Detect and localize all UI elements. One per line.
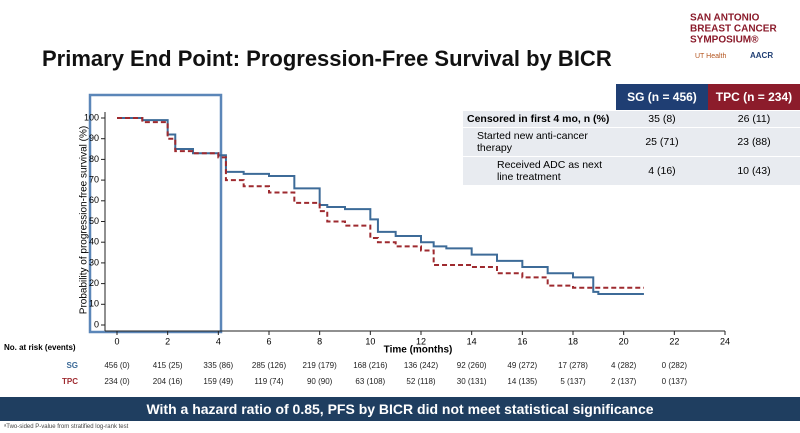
x-tick-label: 4 [216, 336, 221, 346]
at-risk-value: 159 (49) [203, 377, 233, 386]
y-axis-label: Probability of progression-free survival… [79, 126, 90, 314]
table-row: Received ADC as next line treatment 4 (1… [463, 156, 800, 185]
banner: With a hazard ratio of 0.85, PFS by BICR… [0, 397, 800, 421]
at-risk-value: 2 (137) [611, 377, 637, 386]
x-tick-label: 8 [317, 336, 322, 346]
y-tick-label: 40 [89, 237, 99, 247]
at-risk-value: 285 (126) [252, 361, 287, 370]
at-risk-value: 234 (0) [104, 377, 130, 386]
at-risk-value: 90 (90) [307, 377, 333, 386]
y-tick-label: 90 [89, 133, 99, 143]
at-risk-value: 119 (74) [254, 377, 284, 386]
at-risk-value: 136 (242) [404, 361, 439, 370]
at-risk-row-label: TPC [62, 377, 78, 386]
y-tick-label: 50 [89, 216, 99, 226]
header-cell: TPC (n = 234) [707, 84, 800, 111]
at-risk-value: 456 (0) [104, 361, 130, 370]
at-risk-value: 0 (137) [662, 377, 688, 386]
at-risk-value: 49 (272) [507, 361, 537, 370]
at-risk-value: 335 (86) [203, 361, 233, 370]
at-risk-value: 30 (131) [457, 377, 487, 386]
at-risk-value: 219 (179) [303, 361, 338, 370]
table-header: SG (n = 456) TPC (n = 234) [463, 84, 800, 111]
x-tick-label: 24 [720, 336, 730, 346]
x-tick-label: 20 [619, 336, 629, 346]
at-risk-value: 14 (135) [507, 377, 537, 386]
x-tick-label: 18 [568, 336, 578, 346]
at-risk-value: 4 (282) [611, 361, 637, 370]
at-risk-value: 204 (16) [153, 377, 183, 386]
y-tick-label: 60 [89, 195, 99, 205]
at-risk-value: 52 (118) [406, 377, 436, 386]
logo-text: AACR [750, 51, 773, 60]
y-tick-label: 20 [89, 278, 99, 288]
logo-text: UT Health [695, 53, 726, 60]
table-row: Started new anti-cancer therapy 25 (71) … [463, 127, 800, 157]
row-label: Received ADC as next line treatment [463, 156, 616, 185]
header-cell: SG (n = 456) [615, 84, 708, 111]
table-row: Censored in first 4 mo, n (%) 35 (8) 26 … [463, 110, 800, 128]
logo-text: SAN ANTONIO [690, 13, 760, 24]
cell: 35 (8) [615, 110, 708, 128]
at-risk-value: 5 (137) [560, 377, 586, 386]
cell: 26 (11) [707, 110, 800, 128]
x-tick-label: 22 [669, 336, 679, 346]
footnote: ᵃTwo-sided P-value from stratified log-r… [4, 424, 129, 430]
row-label: Censored in first 4 mo, n (%) [463, 110, 616, 128]
logo-text: SYMPOSIUM® [690, 35, 759, 46]
x-tick-label: 0 [114, 336, 119, 346]
x-axis-label: Time (months) [384, 345, 453, 356]
cell: 25 (71) [615, 127, 708, 157]
at-risk-value: 63 (108) [355, 377, 385, 386]
at-risk-value: 168 (216) [353, 361, 388, 370]
y-tick-label: 30 [89, 257, 99, 267]
cell: 23 (88) [707, 127, 800, 157]
title: Primary End Point: Progression-Free Surv… [42, 46, 612, 71]
y-tick-label: 80 [89, 154, 99, 164]
x-tick-label: 10 [365, 336, 375, 346]
y-tick-label: 0 [94, 319, 99, 329]
at-risk-value: 415 (25) [153, 361, 183, 370]
at-risk-value: 0 (282) [662, 361, 688, 370]
y-tick-label: 100 [84, 112, 99, 122]
x-tick-label: 14 [467, 336, 477, 346]
y-tick-label: 70 [89, 174, 99, 184]
cell: 10 (43) [707, 156, 800, 185]
x-tick-label: 6 [266, 336, 271, 346]
logo-text: BREAST CANCER [690, 24, 777, 35]
censor-table: SG (n = 456) TPC (n = 234) Censored in f… [463, 84, 800, 185]
row-label: Started new anti-cancer therapy [463, 127, 616, 157]
at-risk-value: 17 (278) [558, 361, 588, 370]
y-tick-label: 10 [89, 299, 99, 309]
x-tick-label: 16 [517, 336, 527, 346]
at-risk-value: 92 (260) [457, 361, 487, 370]
survival-curve [117, 117, 644, 289]
x-tick-label: 12 [416, 336, 426, 346]
at-risk-row-label: SG [66, 361, 78, 370]
x-tick-label: 2 [165, 336, 170, 346]
at-risk-label: No. at risk (events) [4, 343, 76, 352]
highlight-box [88, 93, 223, 334]
cell: 4 (16) [615, 156, 708, 185]
